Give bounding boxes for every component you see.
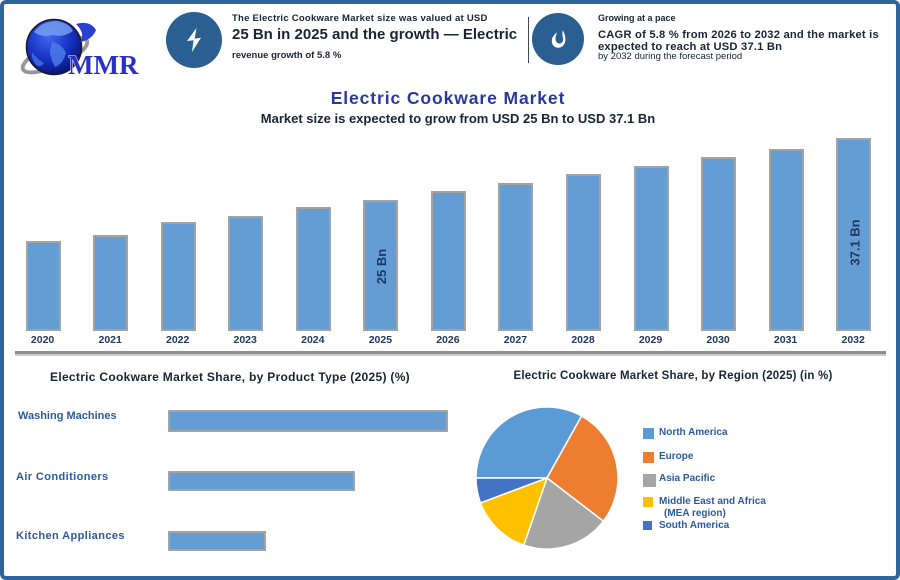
svg-text:MMR: MMR (68, 50, 139, 80)
